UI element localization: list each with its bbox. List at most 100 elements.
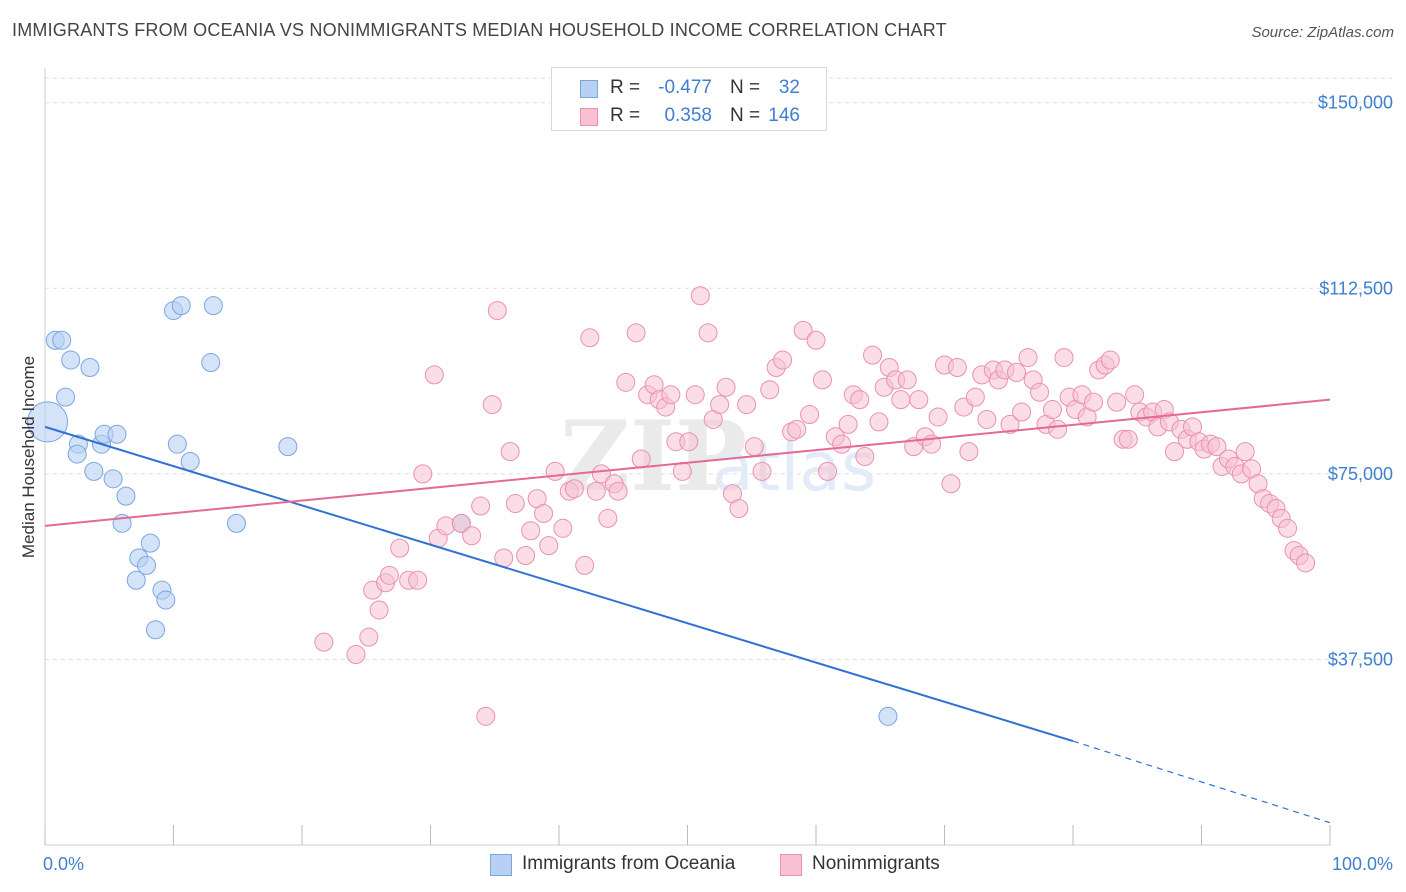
data-point-nonimmigrants — [413, 464, 433, 484]
data-point-nonimmigrants — [521, 521, 541, 541]
data-point-nonimmigrants — [408, 570, 428, 590]
data-point-immigrants — [878, 706, 898, 726]
trendline-immigrants — [44, 425, 1074, 743]
data-point-nonimmigrants — [476, 706, 496, 726]
data-point-nonimmigrants — [1125, 385, 1145, 405]
data-point-nonimmigrants — [737, 395, 757, 415]
data-point-immigrants — [67, 444, 87, 464]
y-tick-label: $37,500 — [1328, 649, 1393, 669]
data-point-immigrants — [201, 353, 221, 373]
data-point-nonimmigrants — [1165, 442, 1185, 462]
data-point-nonimmigrants — [346, 644, 366, 664]
data-point-nonimmigrants — [534, 503, 554, 523]
data-point-nonimmigrants — [891, 390, 911, 410]
data-point-nonimmigrants — [1278, 518, 1298, 538]
data-point-nonimmigrants — [760, 380, 780, 400]
stats-legend: R = -0.477 N = 32 R = 0.358 N = 146 — [551, 67, 827, 131]
data-point-nonimmigrants — [586, 481, 606, 501]
legend-r-label: R = — [610, 77, 641, 98]
legend-label: Nonimmigrants — [812, 853, 940, 874]
data-point-immigrants — [84, 461, 104, 481]
data-point-nonimmigrants — [710, 395, 730, 415]
data-point-nonimmigrants — [1118, 429, 1138, 449]
data-point-nonimmigrants — [850, 390, 870, 410]
data-point-nonimmigrants — [812, 370, 832, 390]
data-point-nonimmigrants — [616, 372, 636, 392]
legend-swatch-pink — [780, 854, 802, 876]
gridlines — [45, 77, 1392, 660]
data-point-nonimmigrants — [690, 286, 710, 306]
data-point-nonimmigrants — [462, 526, 482, 546]
legend-label: Immigrants from Oceania — [522, 853, 736, 874]
data-point-nonimmigrants — [598, 508, 618, 528]
legend-r-value: 0.358 — [664, 105, 712, 126]
tick-labels: $37,500 $75,000 $112,500 $150,000 0.0% 100.0% — [43, 93, 1393, 874]
data-point-nonimmigrants — [1048, 419, 1068, 439]
stats-legend-row-nonimmigrants: R = 0.358 N = 146 — [552, 100, 826, 130]
data-point-nonimmigrants — [379, 565, 399, 585]
data-point-nonimmigrants — [855, 447, 875, 467]
data-point-nonimmigrants — [793, 320, 813, 340]
data-point-nonimmigrants — [773, 350, 793, 370]
data-point-immigrants — [52, 330, 72, 350]
data-point-nonimmigrants — [451, 513, 471, 533]
data-point-nonimmigrants — [928, 407, 948, 427]
y-tick-label: $112,500 — [1319, 278, 1393, 298]
data-point-nonimmigrants — [1207, 437, 1227, 457]
data-point-immigrants — [146, 620, 166, 640]
data-point-nonimmigrants — [897, 370, 917, 390]
data-point-nonimmigrants — [1100, 350, 1120, 370]
data-point-nonimmigrants — [1030, 382, 1050, 402]
legend-r-value: -0.477 — [658, 77, 712, 98]
data-point-nonimmigrants — [564, 479, 584, 499]
data-point-nonimmigrants — [1000, 414, 1020, 434]
data-point-nonimmigrants — [591, 464, 611, 484]
data-point-nonimmigrants — [716, 377, 736, 397]
data-point-nonimmigrants — [500, 442, 520, 462]
data-point-nonimmigrants — [359, 627, 379, 647]
data-point-nonimmigrants — [959, 442, 979, 462]
legend-swatch-pink — [580, 108, 598, 126]
legend-n-label: N = — [730, 105, 761, 126]
data-point-immigrants — [27, 401, 69, 443]
x-tick-label: 0.0% — [43, 854, 84, 874]
data-point-immigrants — [167, 434, 187, 454]
legend-n-value: 146 — [768, 105, 800, 126]
data-point-nonimmigrants — [838, 414, 858, 434]
data-point-immigrants — [126, 570, 146, 590]
data-point-nonimmigrants — [1054, 348, 1074, 368]
data-point-nonimmigrants — [626, 323, 646, 343]
legend-swatch-blue — [580, 80, 598, 98]
data-point-immigrants — [140, 533, 160, 553]
data-point-immigrants — [171, 296, 191, 316]
data-point-nonimmigrants — [471, 496, 491, 516]
data-point-nonimmigrants — [744, 437, 764, 457]
legend-n-value: 32 — [778, 77, 800, 98]
data-point-nonimmigrants — [553, 518, 573, 538]
x-tick-label: 100.0% — [1332, 854, 1393, 874]
chart-title: IMMIGRANTS FROM OCEANIA VS NONIMMIGRANTS… — [12, 20, 947, 40]
y-tick-label: $75,000 — [1328, 464, 1393, 484]
data-point-immigrants — [107, 424, 127, 444]
data-point-nonimmigrants — [1042, 400, 1062, 420]
data-point-immigrants — [278, 437, 298, 457]
data-point-nonimmigrants — [965, 387, 985, 407]
data-point-nonimmigrants — [977, 409, 997, 429]
data-point-immigrants — [203, 296, 223, 316]
data-point-nonimmigrants — [818, 461, 838, 481]
data-point-immigrants — [80, 357, 100, 377]
data-point-nonimmigrants — [1012, 402, 1032, 422]
series-immigrants-points — [27, 296, 898, 726]
trendlines — [44, 398, 1331, 824]
data-point-nonimmigrants — [787, 419, 807, 439]
data-point-nonimmigrants — [679, 432, 699, 452]
trendline-immigrants-extension — [1072, 740, 1331, 824]
data-point-nonimmigrants — [1018, 348, 1038, 368]
stats-legend-row-immigrants: R = -0.477 N = 32 — [552, 72, 826, 102]
data-point-nonimmigrants — [685, 385, 705, 405]
data-point-nonimmigrants — [806, 330, 826, 350]
data-point-nonimmigrants — [580, 328, 600, 348]
data-point-immigrants — [226, 513, 246, 533]
data-point-immigrants — [180, 452, 200, 471]
data-point-nonimmigrants — [869, 412, 889, 432]
